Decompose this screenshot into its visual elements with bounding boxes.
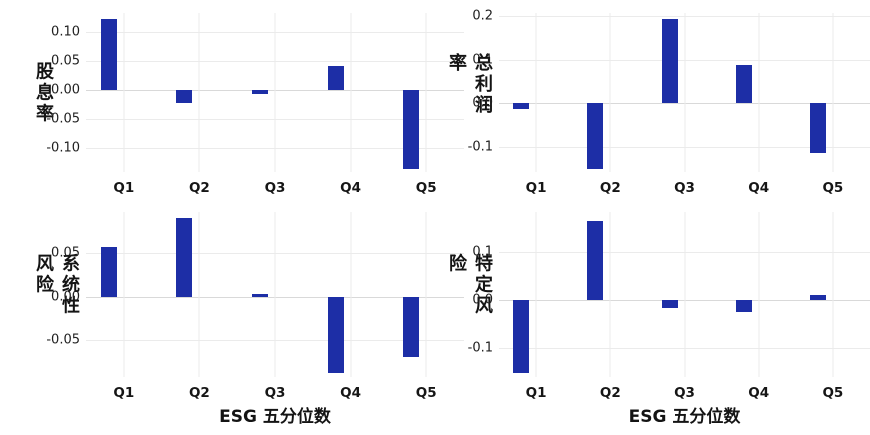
y-tick-label: 0.00 xyxy=(51,82,80,98)
bar-q4 xyxy=(735,65,752,104)
x-tick-label-q3: Q3 xyxy=(264,385,286,401)
x-gridline xyxy=(425,13,427,172)
x-tick-label-q3: Q3 xyxy=(674,385,695,401)
x-tick-label-q5: Q5 xyxy=(822,180,844,196)
bar-q4 xyxy=(327,65,344,91)
bar-q4 xyxy=(327,296,344,373)
bar-q3 xyxy=(661,18,678,104)
x-gridline xyxy=(609,13,611,172)
x-tick-label-q1: Q1 xyxy=(113,385,135,401)
x-gridline xyxy=(535,212,537,377)
bar-q5 xyxy=(403,296,420,357)
bar-q4 xyxy=(735,299,752,313)
y-tick-label: 0.1 xyxy=(472,52,493,68)
plot-area-specific-risk: 特定风险 ESG 五分位数 0.1 0.0 -0.1 Q1 Q2 Q3 Q4 Q5 xyxy=(446,212,870,427)
bar-q1 xyxy=(100,246,117,297)
x-tick-label-q1: Q1 xyxy=(525,385,547,401)
bar-q2 xyxy=(176,218,193,297)
bar-q2 xyxy=(176,90,193,103)
x-tick-label-q1: Q1 xyxy=(525,180,547,196)
x-gridline xyxy=(684,13,685,172)
y-axis-title-specific-risk: 特定风险 xyxy=(446,253,493,317)
bar-q3 xyxy=(661,299,678,309)
x-tick-label-q5: Q5 xyxy=(415,180,437,196)
x-gridline xyxy=(123,13,125,172)
y-tick-label: 0.00 xyxy=(51,289,80,305)
x-gridline xyxy=(535,13,537,172)
x-gridline xyxy=(274,13,276,172)
y-tick-label: -0.05 xyxy=(46,332,80,348)
x-gridline xyxy=(684,212,685,377)
x-gridline xyxy=(832,212,834,377)
x-tick-label-q2: Q2 xyxy=(188,180,210,196)
y-tick-label: -0.05 xyxy=(46,111,80,127)
bar-q1 xyxy=(513,103,530,110)
x-tick-label-q2: Q2 xyxy=(599,385,621,401)
bar-q2 xyxy=(587,103,604,170)
y-axis-title-gross-profit-margin: 总利润率 xyxy=(446,52,493,116)
plot-area-systematic-risk: 系统性风险 ESG 五分位数 0.05 0.00 -0.05 Q1 Q2 Q3 Q4 Q5 xyxy=(33,212,464,427)
x-gridline xyxy=(123,212,125,377)
x-tick-label-q3: Q3 xyxy=(674,180,695,196)
plot-area-dividend-yield: 股息率 0.10 0.05 0.00 -0.05 -0.10 Q1 Q2 Q3 Q4 Q5 xyxy=(33,13,464,196)
y-tick-label: 0.1 xyxy=(472,244,493,260)
x-tick-label-q2: Q2 xyxy=(188,385,210,401)
y-tick-label: 0.10 xyxy=(51,24,80,40)
x-tick-label-q5: Q5 xyxy=(415,385,437,401)
x-gridline xyxy=(832,13,834,172)
x-tick-label-q3: Q3 xyxy=(264,180,286,196)
y-tick-label: 0.05 xyxy=(51,245,80,261)
x-tick-label-q2: Q2 xyxy=(599,180,621,196)
bar-q3 xyxy=(252,294,268,297)
x-gridline xyxy=(425,212,427,377)
bar-q1 xyxy=(100,18,117,91)
x-gridline xyxy=(350,13,352,172)
plot-area-gross-profit-margin: 总利润率 0.2 0.1 0.0 -0.1 Q1 Q2 Q3 Q4 Q5 xyxy=(446,8,870,196)
y-tick-label: -0.1 xyxy=(467,139,493,155)
x-gridline xyxy=(198,212,200,377)
x-tick-label-q1: Q1 xyxy=(113,180,135,196)
x-gridline xyxy=(758,13,760,172)
x-gridline xyxy=(198,13,200,172)
x-gridline xyxy=(758,212,760,377)
x-axis-title-right: ESG 五分位数 xyxy=(628,407,741,427)
x-tick-label-q4: Q4 xyxy=(748,385,770,401)
bar-q5 xyxy=(809,295,826,300)
y-tick-label: -0.1 xyxy=(467,340,493,356)
x-gridline xyxy=(274,212,276,377)
y-axis-title-systematic-risk: 系统性风险 xyxy=(33,253,80,317)
y-tick-label: -0.10 xyxy=(46,140,80,156)
bar-q5 xyxy=(403,90,420,170)
x-axis-title-left: ESG 五分位数 xyxy=(219,407,331,427)
x-gridline xyxy=(609,212,611,377)
bar-q2 xyxy=(587,220,604,300)
y-tick-label: 0.0 xyxy=(472,292,493,308)
bar-q3 xyxy=(252,90,268,95)
bar-q1 xyxy=(513,299,530,374)
x-tick-label-q4: Q4 xyxy=(748,180,770,196)
y-tick-label: 0.2 xyxy=(472,8,493,24)
y-tick-label: 0.05 xyxy=(51,53,80,69)
x-tick-label-q5: Q5 xyxy=(822,385,844,401)
x-gridline xyxy=(350,212,352,377)
bar-q5 xyxy=(809,103,826,153)
y-tick-label: 0.0 xyxy=(472,95,493,111)
x-tick-label-q4: Q4 xyxy=(340,385,362,401)
y-axis-title-dividend-yield: 股息率 xyxy=(33,61,54,124)
x-tick-label-q4: Q4 xyxy=(340,180,362,196)
